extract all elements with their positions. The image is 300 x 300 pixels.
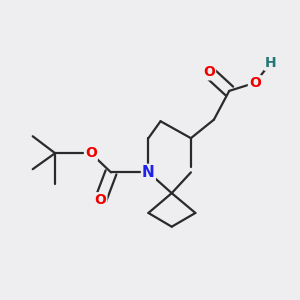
Text: H: H [265, 56, 277, 70]
Text: O: O [94, 193, 106, 207]
Text: O: O [203, 65, 215, 79]
Text: O: O [249, 76, 261, 90]
Text: N: N [142, 165, 155, 180]
Text: O: O [85, 146, 97, 160]
